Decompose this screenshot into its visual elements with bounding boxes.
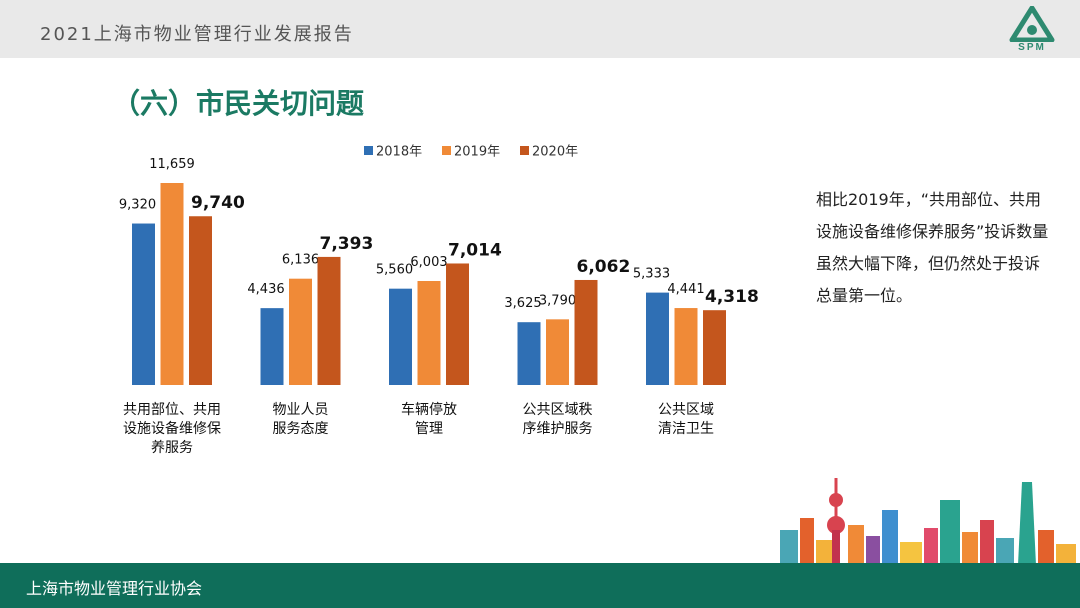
data-label-0-2: 9,740	[191, 193, 245, 213]
bar-1-1	[289, 278, 312, 385]
bar-0-0	[132, 223, 155, 385]
bar-0-1	[160, 183, 184, 385]
legend-label-0: 2018年	[376, 145, 422, 160]
category-label-line: 车辆停放	[401, 401, 457, 418]
category-label-line: 公共区域	[658, 402, 714, 418]
logo-text: SPM	[1018, 42, 1046, 53]
category-label-line: 序维护服务	[523, 421, 593, 437]
data-label-1-0: 4,436	[247, 282, 284, 297]
data-label-2-1: 6,003	[410, 255, 447, 270]
bar-chart: 2018年 2019年 2020年 9,320 11,659 9,740 共用部位、共用设施…	[119, 145, 759, 457]
legend-swatch-2	[520, 146, 529, 155]
bar-3-2	[574, 279, 598, 385]
category-label-3: 公共区域秩序维护服务	[523, 402, 593, 437]
category-label-line: 清洁卫生	[658, 421, 714, 437]
bar-1-0	[260, 308, 284, 385]
report-title: 2021上海市物业管理行业发展报告	[40, 24, 354, 45]
data-label-0-0: 9,320	[119, 198, 156, 213]
bar-0-2	[189, 216, 212, 385]
data-label-2-2: 7,014	[448, 240, 502, 260]
bar-4-1	[674, 308, 698, 385]
category-label-line: 管理	[415, 421, 443, 437]
bar-4-2	[703, 310, 726, 385]
data-label-4-1: 4,441	[667, 282, 704, 297]
category-label-line: 养服务	[151, 440, 193, 456]
header-bar: 2021上海市物业管理行业发展报告 SPM	[0, 0, 1080, 58]
city-skyline-illustration	[780, 478, 1076, 565]
data-label-3-1: 3,790	[539, 293, 576, 308]
legend-label-1: 2019年	[454, 145, 500, 160]
category-label-0: 共用部位、共用设施设备维修保养服务	[123, 402, 221, 456]
bar-4-0	[646, 292, 669, 385]
data-label-3-2: 6,062	[577, 257, 631, 277]
data-label-0-1: 11,659	[149, 157, 195, 172]
bar-2-2	[446, 263, 469, 385]
category-label-line: 服务态度	[273, 421, 329, 437]
bar-2-1	[417, 280, 441, 385]
legend-label-2: 2020年	[532, 145, 578, 160]
category-label-2: 车辆停放管理	[401, 401, 457, 437]
legend-swatch-0	[364, 146, 373, 155]
bar-2-0	[389, 288, 412, 385]
bar-1-2	[317, 256, 341, 385]
footer-org-name: 上海市物业管理行业协会	[26, 579, 203, 598]
spm-logo: SPM	[1004, 5, 1060, 56]
data-label-1-2: 7,393	[320, 234, 374, 254]
data-label-4-2: 4,318	[705, 287, 759, 307]
category-label-4: 公共区域清洁卫生	[658, 402, 714, 437]
category-label-line: 物业人员	[273, 402, 329, 418]
footer-bar: 上海市物业管理行业协会	[0, 563, 1080, 608]
section-title: （六）市民关切问题	[112, 87, 365, 120]
category-label-line: 共用部位、共用	[123, 402, 221, 418]
bar-3-0	[517, 322, 541, 385]
data-label-4-0: 5,333	[633, 267, 670, 282]
description-text: 相比2019年，“共用部位、共用设施设备维修保养服务”投诉数量虽然大幅下降，但仍…	[816, 190, 1049, 305]
data-label-2-0: 5,560	[376, 263, 413, 278]
category-label-line: 设施设备维修保	[123, 420, 221, 437]
legend-swatch-1	[442, 146, 451, 155]
data-label-3-0: 3,625	[504, 296, 541, 311]
category-label-line: 公共区域秩	[523, 402, 593, 418]
logo-triangle-icon	[1009, 5, 1055, 43]
bar-3-1	[546, 319, 569, 385]
data-label-1-1: 6,136	[282, 253, 319, 268]
category-label-1: 物业人员服务态度	[273, 402, 329, 437]
